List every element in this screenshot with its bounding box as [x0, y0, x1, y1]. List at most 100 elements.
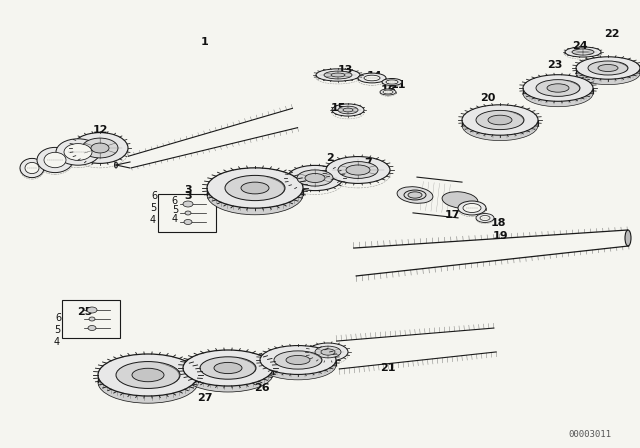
- Bar: [62, 300, 120, 338]
- Ellipse shape: [56, 139, 100, 165]
- Ellipse shape: [87, 307, 97, 313]
- Ellipse shape: [214, 362, 242, 374]
- Text: 13: 13: [337, 65, 353, 75]
- Text: 15: 15: [330, 103, 346, 113]
- Text: 6: 6: [152, 191, 158, 201]
- Ellipse shape: [305, 173, 325, 182]
- Text: 17: 17: [444, 210, 460, 220]
- Ellipse shape: [260, 351, 336, 380]
- Ellipse shape: [338, 162, 378, 178]
- Ellipse shape: [598, 65, 618, 72]
- Text: 14: 14: [367, 71, 383, 81]
- Bar: [158, 194, 216, 232]
- Ellipse shape: [462, 110, 538, 141]
- Ellipse shape: [536, 80, 580, 96]
- Ellipse shape: [183, 201, 193, 207]
- Ellipse shape: [576, 57, 640, 79]
- Ellipse shape: [116, 362, 180, 388]
- Ellipse shape: [408, 192, 422, 198]
- Text: 9: 9: [24, 167, 32, 177]
- Ellipse shape: [343, 108, 353, 112]
- Text: 19: 19: [492, 231, 508, 241]
- Text: 4: 4: [54, 337, 60, 347]
- Ellipse shape: [82, 138, 118, 158]
- Ellipse shape: [476, 110, 524, 129]
- Ellipse shape: [588, 61, 628, 75]
- Ellipse shape: [287, 165, 343, 190]
- Text: 22: 22: [604, 29, 620, 39]
- Ellipse shape: [241, 182, 269, 194]
- Ellipse shape: [404, 190, 426, 200]
- Ellipse shape: [476, 214, 494, 223]
- Ellipse shape: [442, 192, 478, 208]
- Text: 21: 21: [380, 363, 396, 373]
- Text: 4: 4: [150, 215, 156, 225]
- Ellipse shape: [547, 84, 569, 92]
- Ellipse shape: [383, 90, 393, 94]
- Ellipse shape: [326, 156, 390, 183]
- Text: 11: 11: [390, 80, 406, 90]
- Ellipse shape: [380, 89, 396, 95]
- Ellipse shape: [523, 80, 593, 107]
- Text: 16: 16: [380, 85, 396, 95]
- Text: 24: 24: [572, 41, 588, 51]
- Ellipse shape: [462, 105, 538, 135]
- Ellipse shape: [338, 106, 358, 114]
- Text: 6: 6: [56, 313, 62, 323]
- Text: 5: 5: [54, 325, 60, 335]
- Ellipse shape: [297, 170, 333, 186]
- Ellipse shape: [37, 147, 73, 172]
- Text: 27: 27: [197, 393, 212, 403]
- Ellipse shape: [207, 168, 303, 208]
- Ellipse shape: [458, 201, 486, 215]
- Text: 23: 23: [547, 60, 563, 70]
- Text: 10: 10: [44, 149, 60, 159]
- Ellipse shape: [331, 73, 345, 77]
- Ellipse shape: [132, 368, 164, 382]
- Ellipse shape: [115, 162, 118, 168]
- Text: 5: 5: [150, 203, 156, 213]
- Text: 6: 6: [172, 196, 178, 206]
- Ellipse shape: [625, 230, 631, 246]
- Ellipse shape: [397, 187, 433, 203]
- Ellipse shape: [72, 133, 128, 164]
- Ellipse shape: [274, 351, 322, 369]
- Ellipse shape: [316, 69, 360, 81]
- Text: 7: 7: [364, 158, 372, 168]
- Text: 12: 12: [92, 125, 108, 135]
- Ellipse shape: [98, 361, 198, 403]
- Ellipse shape: [480, 215, 490, 220]
- Ellipse shape: [321, 349, 335, 355]
- Ellipse shape: [572, 49, 594, 55]
- Text: 25: 25: [77, 307, 93, 317]
- Ellipse shape: [386, 80, 398, 84]
- Ellipse shape: [89, 317, 95, 321]
- Ellipse shape: [183, 350, 273, 386]
- Ellipse shape: [88, 326, 96, 331]
- Ellipse shape: [324, 71, 352, 79]
- Ellipse shape: [576, 62, 640, 85]
- Ellipse shape: [286, 355, 310, 365]
- Ellipse shape: [98, 354, 198, 396]
- Text: 18: 18: [490, 218, 506, 228]
- Ellipse shape: [44, 152, 66, 168]
- Ellipse shape: [185, 211, 191, 215]
- Text: 00003011: 00003011: [568, 430, 611, 439]
- Ellipse shape: [346, 165, 370, 175]
- Ellipse shape: [364, 75, 380, 81]
- Text: 8: 8: [318, 173, 326, 183]
- Ellipse shape: [523, 75, 593, 101]
- Text: 2: 2: [326, 153, 334, 163]
- Ellipse shape: [183, 356, 273, 392]
- Ellipse shape: [260, 345, 336, 375]
- Ellipse shape: [463, 203, 481, 212]
- Ellipse shape: [308, 343, 348, 361]
- Text: 20: 20: [480, 93, 496, 103]
- Ellipse shape: [25, 162, 39, 174]
- Ellipse shape: [20, 159, 44, 177]
- Ellipse shape: [565, 47, 601, 57]
- Text: 1: 1: [201, 37, 209, 47]
- Ellipse shape: [207, 174, 303, 215]
- Ellipse shape: [332, 104, 364, 116]
- Ellipse shape: [184, 220, 192, 224]
